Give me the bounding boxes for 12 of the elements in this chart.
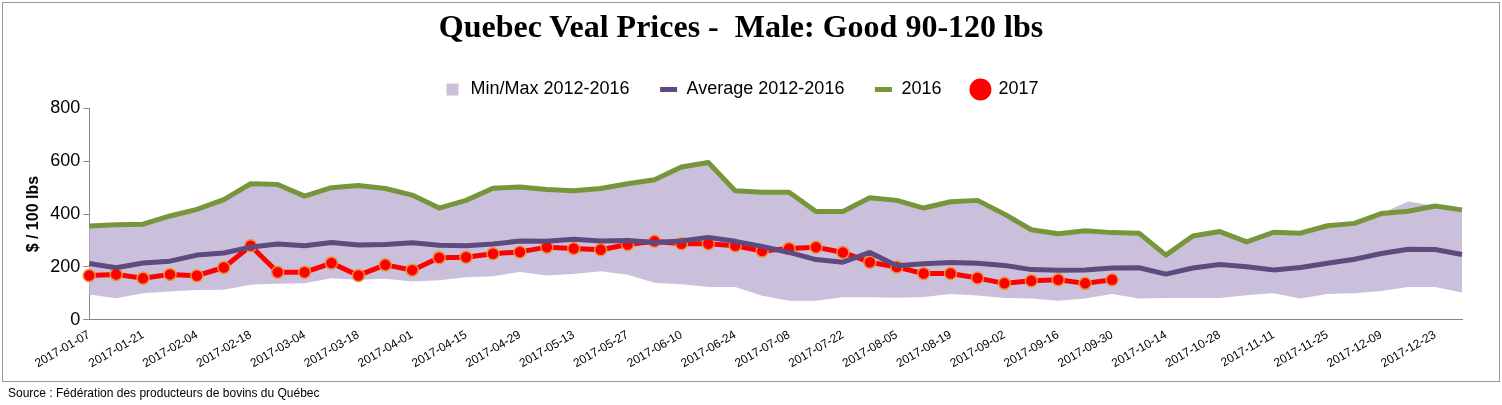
- source-note: Source : Fédération des producteurs de bovins du Québec: [8, 386, 320, 400]
- y-tick-label: 0: [70, 308, 81, 329]
- chart-title: Quebec Veal Prices - Male: Good 90-120 lbs: [438, 8, 1044, 45]
- legend-label: Average 2012-2016: [686, 78, 845, 99]
- y-axis-title: $ / 100 lbs: [24, 175, 42, 253]
- y-tick-label: 200: [50, 255, 81, 276]
- y-tick-label: 400: [50, 203, 81, 224]
- legend-label: 2017: [998, 78, 1039, 99]
- y-tick-label: 800: [50, 97, 81, 118]
- y-tick-label: 600: [50, 150, 81, 171]
- legend-label: Min/Max 2012-2016: [470, 78, 630, 99]
- legend-label: 2016: [901, 78, 942, 99]
